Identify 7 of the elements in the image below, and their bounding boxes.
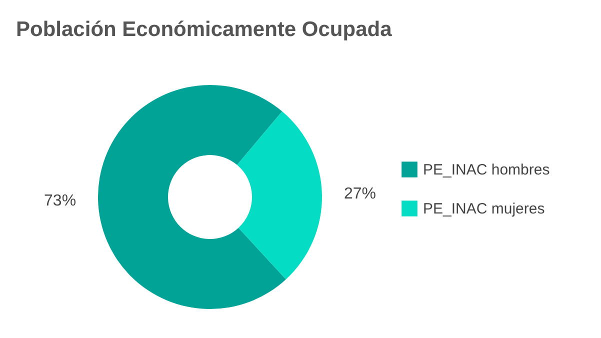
- donut-slice: [98, 85, 286, 309]
- data-label: 27%: [344, 186, 376, 203]
- legend-label: PE_INAC mujeres: [423, 200, 545, 218]
- data-label: 73%: [44, 192, 76, 210]
- chart-title: Población Económicamente Ocupada: [16, 18, 392, 41]
- donut-slice: [237, 111, 322, 280]
- legend-label: PE_INAC hombres: [423, 162, 550, 178]
